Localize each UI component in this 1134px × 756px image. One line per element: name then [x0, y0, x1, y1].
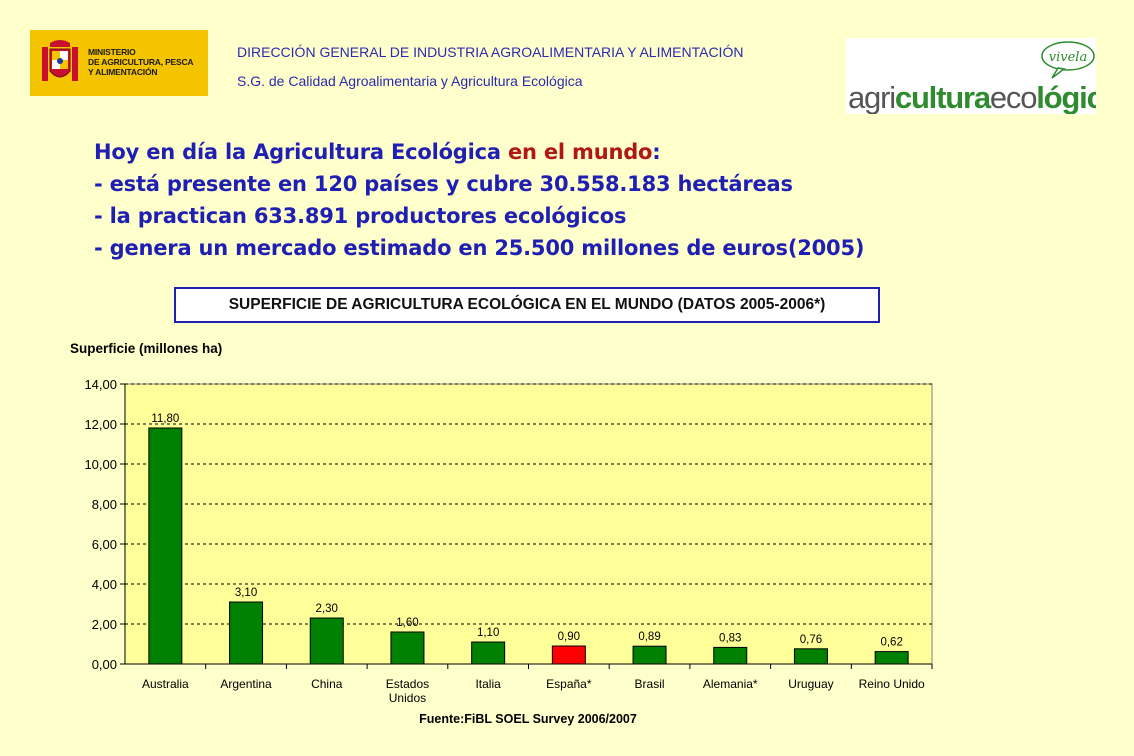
bar-value-label: 3,10 [235, 587, 257, 599]
intro-text: Hoy en día la Agricultura Ecológica en e… [94, 136, 864, 264]
x-tick-label: Estados [386, 677, 429, 691]
bar [390, 631, 425, 665]
header-line-2: S.G. de Calidad Agroalimentaria y Agricu… [237, 73, 583, 89]
x-tick-label: Reino Unido [859, 677, 925, 691]
bar-value-label: 1,60 [396, 617, 418, 629]
bar-value-label: 1,10 [477, 627, 499, 639]
intro-highlight: en el mundo [507, 140, 653, 164]
y-tick-label: 2,00 [92, 617, 117, 632]
x-tick-label: China [311, 677, 343, 691]
x-tick-label: Uruguay [788, 677, 833, 691]
bar [309, 617, 344, 665]
y-tick-label: 0,00 [92, 657, 117, 672]
x-tick-label: Alemania* [703, 677, 758, 691]
y-tick-label: 8,00 [92, 497, 117, 512]
x-tick-label: Unidos [389, 691, 426, 705]
bar-value-label: 0,62 [880, 637, 902, 649]
logo-wordmark: agriculturaecológica [848, 80, 1096, 114]
y-tick-label: 4,00 [92, 577, 117, 592]
x-tick-label: España* [546, 677, 592, 691]
y-tick-label: 10,00 [84, 457, 117, 472]
chart-title: SUPERFICIE DE AGRICULTURA ECOLÓGICA EN E… [174, 287, 880, 323]
bar [229, 601, 264, 665]
bar-value-label: 0,76 [800, 634, 822, 646]
agricultura-ecologica-logo: vivela agriculturaecológica [846, 38, 1096, 114]
bar-value-label: 0,83 [719, 632, 741, 644]
intro-line-1: Hoy en día la Agricultura Ecológica en e… [94, 140, 661, 164]
coat-of-arms-icon [42, 40, 78, 81]
bar [148, 427, 183, 665]
bar-value-label: 0,89 [638, 631, 660, 643]
x-tick-label: Italia [475, 677, 501, 691]
ministry-logo: MINISTERIO DE AGRICULTURA, PESCA Y ALIME… [30, 30, 208, 96]
bar [551, 645, 586, 665]
bar-value-label: 0,90 [558, 631, 580, 643]
bar-value-label: 2,30 [316, 603, 338, 615]
x-tick-label: Argentina [220, 677, 272, 691]
x-tick-label: Brasil [635, 677, 665, 691]
bar-value-label: 11,80 [151, 413, 179, 425]
bar [874, 651, 909, 665]
bar [713, 646, 748, 665]
ministry-logo-text: MINISTERIO DE AGRICULTURA, PESCA Y ALIME… [88, 47, 194, 77]
agricultura-ecologica-logo-graphic: vivela agriculturaecológica [848, 41, 1096, 114]
intro-line-3: - la practican 633.891 productores ecoló… [94, 204, 627, 228]
bar [632, 645, 667, 665]
y-tick-label: 14,00 [84, 377, 117, 392]
x-tick-label: Australia [142, 677, 189, 691]
intro-line-2: - está presente en 120 países y cubre 30… [94, 172, 793, 196]
chart-source: Fuente:FiBL SOEL Survey 2006/2007 [419, 712, 637, 726]
logo-badge-text: vivela [1049, 50, 1087, 65]
y-tick-label: 12,00 [84, 417, 117, 432]
y-tick-label: 6,00 [92, 537, 117, 552]
header-line-1: DIRECCIÓN GENERAL DE INDUSTRIA AGROALIME… [237, 44, 744, 60]
y-axis-label: Superficie (millones ha) [70, 341, 222, 356]
intro-line-4: - genera un mercado estimado en 25.500 m… [94, 236, 865, 260]
bar [793, 648, 828, 665]
bar [471, 641, 506, 665]
